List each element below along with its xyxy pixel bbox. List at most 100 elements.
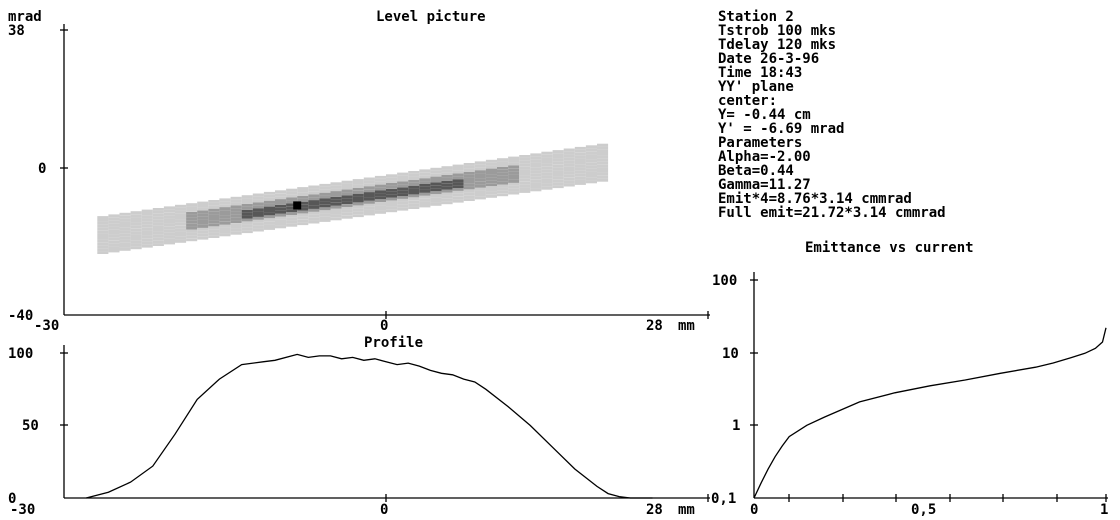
density-cell [430,179,442,183]
density-cell [208,232,220,235]
density-cell [408,182,420,186]
density-cell [530,168,542,171]
density-cell [175,237,187,240]
density-cell [519,187,531,190]
density-cell [252,199,264,203]
density-cell [252,222,264,226]
density-cell [374,181,386,185]
density-cell [352,211,364,215]
density-cell [197,213,209,217]
density-cell [241,218,253,222]
density-cell [430,176,442,180]
emittance-x-tick-label-1: 1 [1100,502,1108,518]
density-cell [97,230,109,234]
density-cell [452,193,464,197]
density-cell [208,214,220,218]
density-cell [419,192,431,196]
density-cell [574,152,586,156]
density-cell [163,229,175,233]
density-cell [419,187,431,190]
density-cell [230,199,242,203]
density-cell [341,198,353,202]
density-cell [574,173,586,177]
emittance-y-tick-label-100: 100 [712,273,737,289]
density-cell [208,200,220,203]
density-cell [574,167,586,171]
emittance-curve [753,327,1107,499]
density-cell [452,190,464,194]
density-cell [519,178,531,182]
density-cell [374,205,386,208]
density-cell [330,191,342,194]
density-cell [341,180,353,184]
density-cell [474,190,486,194]
density-cell [319,207,331,211]
density-cell [485,186,497,189]
density-cell [163,235,175,239]
density-cell [352,208,364,212]
density-cell [541,186,553,190]
station-info-panel: Station 2 Tstrob 100 mks Tdelay 120 mks … [718,9,946,221]
density-cell [452,179,464,183]
density-cell [219,230,231,234]
density-cell [452,182,464,185]
density-cell [541,151,553,155]
density-cell [330,194,342,197]
density-cell [263,215,275,219]
density-cell [175,207,187,211]
density-cell [363,177,375,181]
density-cell [175,225,187,229]
level-picture-title: Level picture [376,9,486,25]
density-cell [474,164,486,168]
density-cell [497,164,509,167]
density-cell [585,145,597,149]
density-cell [152,219,164,223]
density-cell [430,188,442,192]
density-cell [374,184,386,188]
density-cell [530,159,542,163]
density-cell [197,210,209,214]
density-cell [252,202,264,206]
density-cell [419,201,431,205]
density-cell [374,178,386,182]
density-cell [519,157,531,161]
density-cell [519,163,531,167]
density-cell [197,207,209,211]
density-cell [552,150,564,153]
density-cell [219,218,231,222]
density-cell [363,197,375,201]
density-cell [241,198,253,201]
density-cell [186,212,198,215]
density-cell [386,188,398,192]
density-cell [541,157,553,161]
density-cell [485,191,497,195]
density-cell [230,228,242,232]
density-cell [297,204,309,208]
density-cell [319,189,331,193]
density-cell [352,199,364,203]
density-cell [330,217,342,221]
density-cell [230,226,242,229]
density-cell [186,235,198,239]
density-cell [97,251,109,254]
info-line-center-y: Y= -0.44 cm [718,107,811,123]
density-cell [386,194,398,198]
density-cell [541,183,553,187]
density-cell [419,178,431,182]
density-cell [452,196,464,200]
emittance-chart: Emittance vs current 100 10 1 0,1 0 0,5 … [711,240,1108,518]
density-cell [474,196,486,200]
density-cell [441,183,453,187]
density-cell [230,208,242,212]
density-cell [252,225,264,229]
density-cell [163,232,175,236]
density-cell [319,210,331,214]
density-cell [297,210,309,214]
density-cell [597,178,609,182]
density-cell [319,183,331,187]
density-cell [308,206,320,209]
density-cell [563,183,575,187]
density-cell [308,185,320,189]
density-cell [219,213,231,216]
density-cell [252,228,264,232]
